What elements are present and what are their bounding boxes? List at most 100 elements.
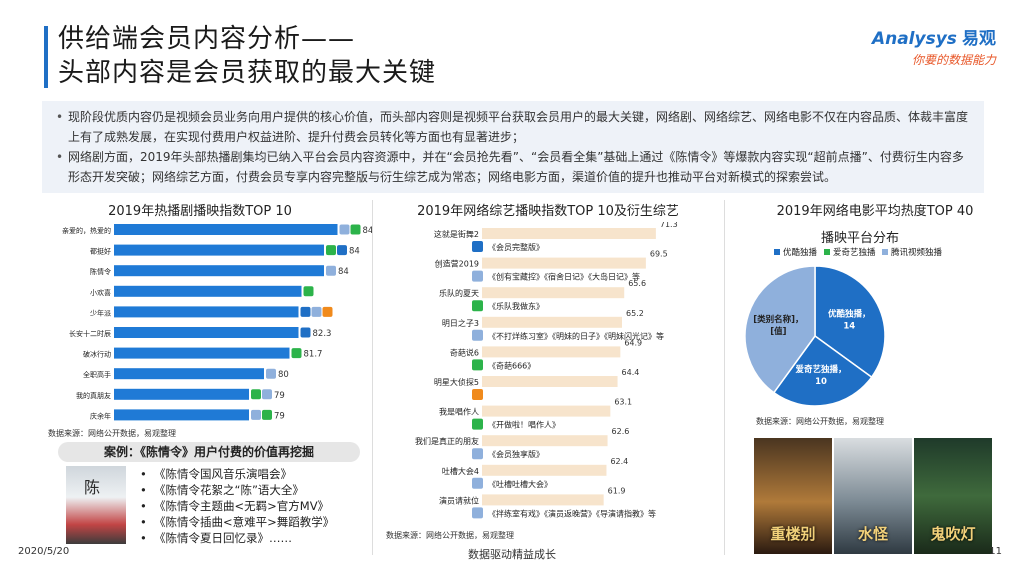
drama-value-label: 84 — [338, 267, 349, 277]
drama-bar — [114, 285, 302, 297]
variety-category-label: 我是唱作人 — [439, 407, 479, 417]
movie-poster-strip: 重楼别 水怪 鬼吹灯 — [754, 438, 992, 554]
footer-date: 2020/5/20 — [18, 546, 70, 557]
legend-swatch — [774, 249, 780, 255]
platform-tencent-icon — [311, 306, 322, 317]
legend-label: 爱奇艺独播 — [833, 247, 876, 258]
derived-show-label: 《拌练室有戏》《演员返晚营》《导演请指教》等 — [488, 508, 656, 518]
derived-show-label: 《会员完整版》 — [488, 242, 544, 252]
variety-bar — [482, 287, 625, 299]
footer-slogan: 数据驱动精益成长 — [468, 548, 556, 561]
platform-iqiyi-icon — [291, 348, 302, 359]
column-divider-1 — [372, 200, 373, 555]
drama-category-label: 庆余年 — [90, 411, 111, 420]
variety-category-label: 明星大侦探5 — [434, 377, 479, 387]
drama-bar — [114, 265, 324, 277]
movie-title: 水怪 — [857, 525, 888, 543]
drama-category-label: 我的真朋友 — [76, 391, 111, 400]
pie-slice-label: 优酷独播， 14 — [828, 309, 871, 332]
platform-iqiyi-icon — [326, 245, 336, 256]
logo-chinese: 易观 — [962, 29, 996, 49]
derived-show-label: 《创有宝藏控》《宿舍日记》《大岛日记》等 — [488, 272, 640, 282]
variety-category-label: 我们是真正的朋友 — [415, 436, 479, 446]
platform-youku-icon — [337, 245, 347, 256]
drama-value-label: 80 — [278, 370, 289, 380]
movie-poster: 重楼别 — [754, 438, 832, 554]
poster-glyph: 陈 — [84, 478, 101, 497]
drama-chart-title: 2019年热播剧播映指数TOP 10 — [108, 204, 292, 219]
drama-bar — [114, 388, 249, 400]
variety-bar — [482, 346, 621, 358]
platform-tencent-icon — [251, 409, 261, 420]
platform-tencent-icon — [472, 477, 483, 489]
platform-tencent-icon — [339, 224, 350, 235]
chenqingling-poster: 陈 — [66, 466, 126, 544]
platform-mango-icon — [472, 389, 483, 400]
drama-value-label: 84 — [349, 247, 360, 257]
derived-show-label: 《吐槽吐槽大会》 — [488, 479, 552, 489]
drama-value-label: 81.7 — [304, 350, 323, 360]
derived-show-label: 《开做啦！唱作人》 — [488, 420, 560, 430]
variety-category-label: 吐槽大会4 — [442, 466, 479, 476]
logo-english: Analysys — [871, 29, 957, 49]
variety-category-label: 这就是街舞2 — [434, 229, 479, 239]
page-title: 供给端会员内容分析—— 头部内容是会员获取的最大关键 — [58, 22, 436, 90]
platform-tencent-icon — [472, 448, 483, 460]
legend-swatch — [882, 249, 888, 255]
drama-bar — [114, 368, 264, 380]
legend-label: 优酷独播 — [783, 247, 818, 258]
variety-bar — [482, 316, 622, 328]
platform-iqiyi-icon — [262, 409, 272, 420]
variety-category-label: 创造营2019 — [435, 259, 479, 269]
platform-tencent-icon — [472, 329, 483, 341]
drama-category-label: 全职高手 — [83, 370, 111, 379]
platform-iqiyi-icon — [350, 224, 361, 235]
legend-swatch — [824, 249, 830, 255]
drama-value-label: 82.3 — [313, 329, 332, 339]
derived-show-label: 《奇葩666》 — [488, 360, 535, 370]
title-accent-bar — [44, 26, 48, 88]
list-item: 《陈情令国风音乐演唱会》 — [140, 466, 334, 482]
variety-category-label: 明日之子3 — [442, 318, 479, 328]
list-item: 《陈情令花絮之“陈”语大全》 — [140, 482, 334, 498]
pie-slice — [772, 334, 873, 407]
drama-value-label: 84.9 — [363, 226, 373, 236]
drama-category-label: 破冰行动 — [83, 350, 111, 359]
case-title: 案例：《陈情令》用户付费的价值再挖掘 — [58, 442, 360, 462]
movie-chart-title-1: 2019年网络电影平均热度TOP 40 — [776, 204, 974, 219]
title-line-2: 头部内容是会员获取的最大关键 — [58, 58, 437, 88]
platform-tencent-icon — [266, 368, 276, 379]
variety-bar — [482, 464, 607, 476]
drama-category-label: 小欢喜 — [90, 288, 111, 297]
platform-tencent-icon — [326, 265, 336, 276]
legend-label: 腾讯视频独播 — [891, 247, 943, 258]
drama-category-label: 都挺好 — [90, 247, 111, 256]
drama-bar — [114, 306, 299, 318]
variety-category-label: 演员请就位 — [439, 495, 479, 505]
column-divider-2 — [724, 200, 725, 555]
variety-bar — [482, 435, 608, 447]
drama-category-label: 少年派 — [90, 308, 111, 317]
platform-iqiyi-icon — [251, 389, 261, 400]
movie-title: 重楼别 — [770, 525, 816, 543]
logo-slogan: 你要的数据能力 — [911, 53, 996, 67]
derived-show-label: 《会员独享版》 — [488, 449, 544, 459]
platform-tencent-icon — [262, 389, 272, 400]
pie-slice-label: [类别名称]，[值] — [753, 314, 803, 337]
derived-show-label: 《乐队我做东》 — [488, 301, 544, 311]
drama-source: 数据来源：网络公开数据，易观整理 — [48, 429, 176, 438]
variety-bar-chart: 这就是街舞2 71.3 《会员完整版》创造营2019 69.5 《创有宝藏控》《宿舍日记… — [415, 222, 678, 519]
variety-value-label: 65.2 — [626, 309, 644, 318]
drama-bar — [114, 409, 249, 421]
pie-slice — [814, 265, 886, 379]
movie-poster: 鬼吹灯 — [914, 438, 992, 554]
variety-value-label: 71.3 — [660, 222, 678, 229]
list-item: 《陈情令插曲<意难平>舞蹈教学》 — [140, 514, 334, 530]
drama-category-label: 亲爱的，热爱的 — [62, 226, 111, 235]
variety-bar — [482, 494, 604, 506]
title-line-1: 供给端会员内容分析—— — [58, 24, 356, 54]
drama-category-label: 长安十二时辰 — [69, 329, 111, 338]
drama-bar — [114, 224, 338, 235]
